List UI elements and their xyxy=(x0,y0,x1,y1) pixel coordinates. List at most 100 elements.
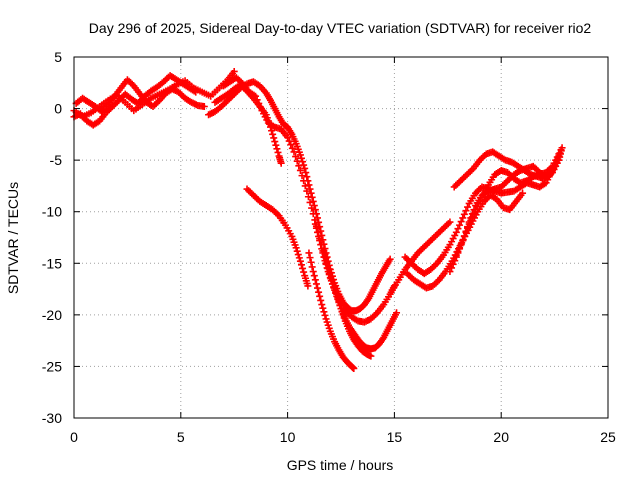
data-point xyxy=(290,148,298,156)
data-point xyxy=(315,288,323,296)
data-point xyxy=(333,290,341,298)
data-point xyxy=(273,145,281,153)
data-point xyxy=(309,197,317,205)
data-point xyxy=(457,240,465,248)
data-point xyxy=(296,151,304,159)
data-point xyxy=(462,207,470,215)
data-point xyxy=(297,261,305,269)
data-point xyxy=(318,301,326,309)
data-point xyxy=(255,99,263,107)
data-point xyxy=(316,237,324,245)
data-point xyxy=(306,198,314,206)
data-point xyxy=(253,96,261,104)
data-point xyxy=(323,258,331,266)
data-point xyxy=(325,265,333,273)
x-tick-label: 15 xyxy=(387,429,403,445)
data-points xyxy=(70,67,566,372)
data-point xyxy=(393,309,401,317)
data-point xyxy=(296,166,304,174)
data-point xyxy=(459,237,467,245)
data-point xyxy=(331,283,339,291)
data-point xyxy=(459,214,467,222)
data-point xyxy=(305,249,313,257)
data-point xyxy=(304,282,312,290)
x-axis-label: GPS time / hours xyxy=(287,457,394,473)
data-point xyxy=(310,272,318,280)
data-point xyxy=(306,254,314,262)
data-point xyxy=(456,221,464,229)
data-point xyxy=(301,182,309,190)
plot-frame xyxy=(73,56,609,419)
data-point xyxy=(334,294,342,302)
data-point xyxy=(467,216,475,224)
y-tick-label: -10 xyxy=(42,204,62,220)
data-point xyxy=(311,220,319,228)
data-point xyxy=(297,154,305,162)
data-point xyxy=(299,264,307,272)
data-point xyxy=(312,224,320,232)
data-point xyxy=(446,268,454,276)
data-point xyxy=(270,134,278,142)
data-point xyxy=(309,268,317,276)
data-point xyxy=(304,193,312,201)
data-point xyxy=(446,218,454,226)
x-tick-label: 5 xyxy=(177,429,185,445)
data-point xyxy=(468,213,476,221)
data-point xyxy=(460,232,468,240)
data-point xyxy=(314,228,322,236)
data-point xyxy=(200,103,208,111)
data-point xyxy=(319,304,327,312)
data-point xyxy=(298,172,306,180)
data-point xyxy=(312,280,320,288)
data-point xyxy=(519,189,527,197)
data-point xyxy=(256,103,264,111)
y-tick-label: 5 xyxy=(54,49,62,65)
data-point xyxy=(320,308,328,316)
data-point xyxy=(317,296,325,304)
data-point xyxy=(317,241,325,249)
data-point xyxy=(454,225,462,233)
data-point xyxy=(308,263,316,271)
chart-title: Day 296 of 2025, Sidereal Day-to-day VTE… xyxy=(89,20,592,36)
data-point xyxy=(301,164,309,172)
data-point xyxy=(470,209,478,217)
data-point xyxy=(326,269,334,277)
data-point xyxy=(367,352,375,360)
y-tick-label: -30 xyxy=(42,410,62,426)
data-point xyxy=(330,279,338,287)
data-point xyxy=(315,232,323,240)
data-point xyxy=(274,148,282,156)
data-point xyxy=(327,272,335,280)
data-point xyxy=(321,251,329,259)
y-tick-label: -20 xyxy=(42,307,62,323)
data-point xyxy=(305,181,313,189)
data-point xyxy=(285,137,293,145)
y-axis-label: SDTVAR / TECUs xyxy=(5,182,21,294)
data-point xyxy=(272,141,280,149)
data-point xyxy=(292,244,300,252)
data-point xyxy=(269,130,277,138)
x-tick-label: 20 xyxy=(493,429,509,445)
data-point xyxy=(464,224,472,232)
data-point xyxy=(320,247,328,255)
data-point xyxy=(307,189,315,197)
data-point xyxy=(460,210,468,218)
data-point xyxy=(324,261,332,269)
data-point xyxy=(288,144,296,152)
data-point xyxy=(252,92,260,100)
data-point xyxy=(449,260,457,268)
data-point xyxy=(452,228,460,236)
data-point xyxy=(465,220,473,228)
data-point xyxy=(303,187,311,195)
data-point xyxy=(555,150,563,158)
data-point xyxy=(328,276,336,284)
data-point xyxy=(557,146,565,154)
data-point xyxy=(307,258,315,266)
x-tick-label: 25 xyxy=(600,429,616,445)
data-point xyxy=(294,251,302,259)
data-point xyxy=(332,287,340,295)
data-point xyxy=(451,257,459,265)
data-point xyxy=(336,301,344,309)
data-point xyxy=(296,257,304,265)
